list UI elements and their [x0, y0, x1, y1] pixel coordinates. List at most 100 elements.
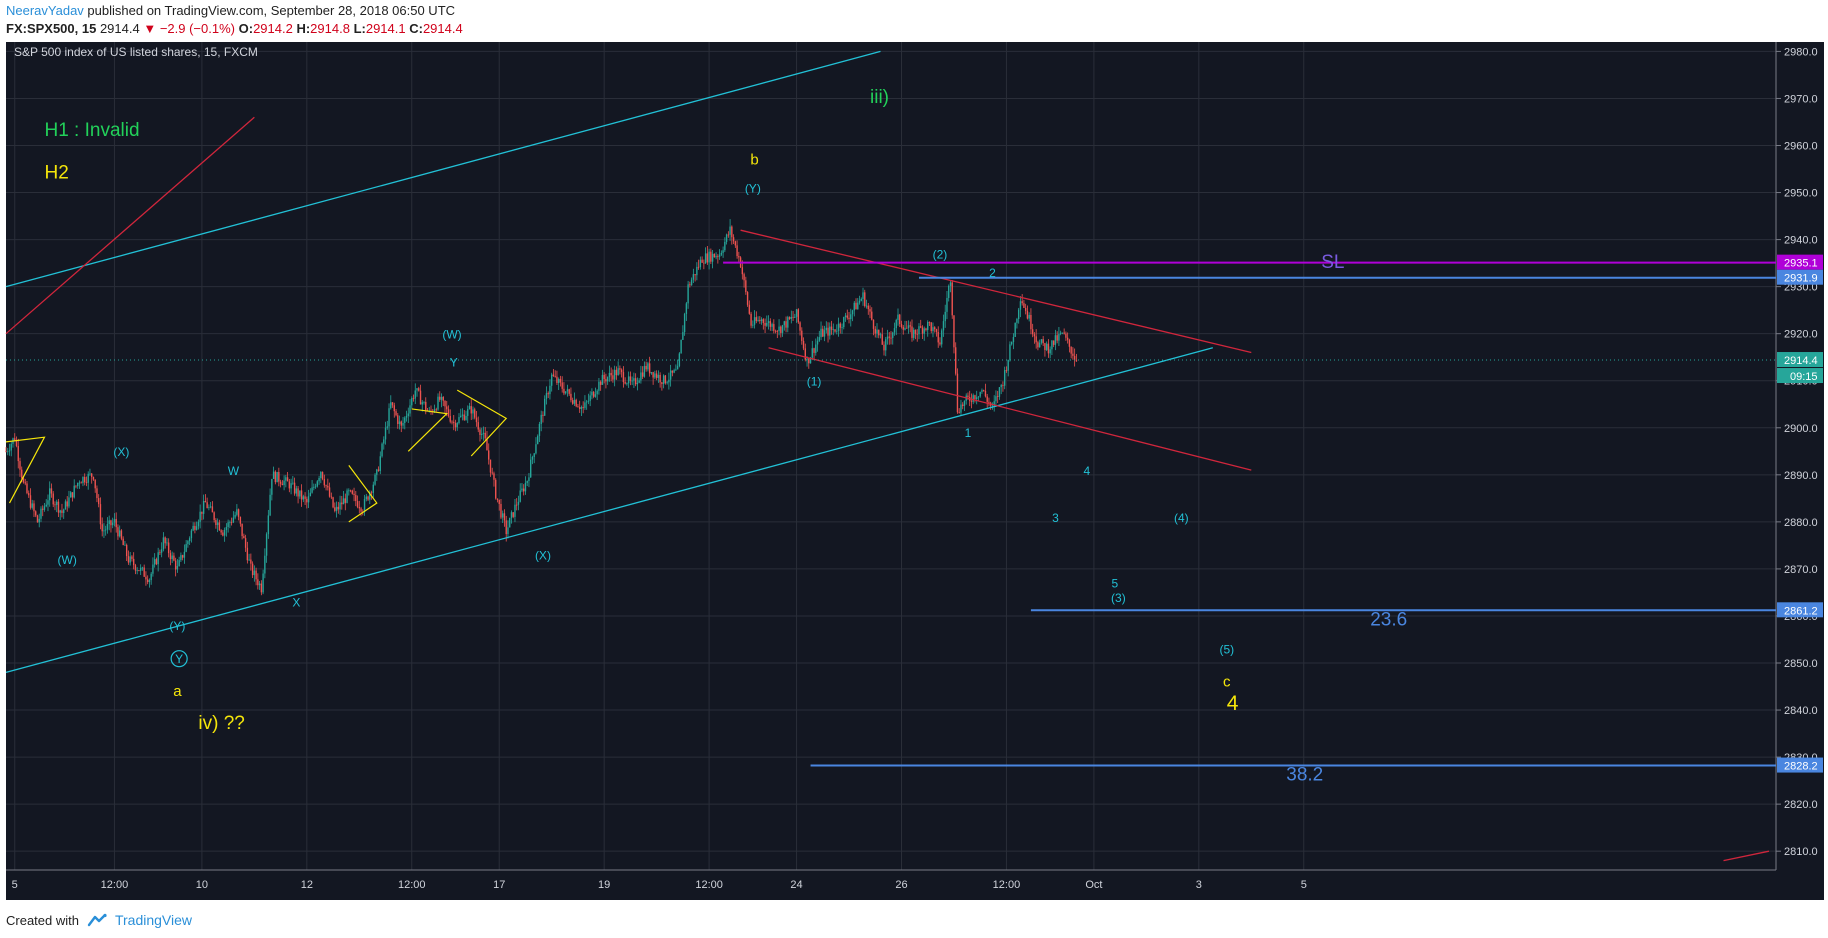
- candle-body: [419, 390, 422, 405]
- candle-body: [412, 398, 415, 399]
- candle-body: [472, 409, 474, 414]
- candle-body: [1030, 314, 1032, 330]
- candle-body: [949, 282, 952, 286]
- candle-body: [542, 414, 544, 416]
- x-tick-label: 26: [895, 879, 907, 891]
- candle-body: [885, 339, 887, 351]
- candle-body: [346, 490, 348, 503]
- wave-label: 38.2: [1286, 765, 1323, 786]
- candle-body: [564, 391, 567, 394]
- candle-body: [141, 567, 144, 569]
- candle-body: [585, 401, 588, 403]
- level-price-label: 2828.2: [1784, 761, 1818, 773]
- candle-body: [696, 266, 698, 276]
- candle-body: [725, 234, 728, 242]
- wave-label: (W): [58, 553, 77, 567]
- candle-body: [132, 558, 135, 566]
- candle-body: [676, 366, 679, 370]
- footer: Created with TradingView: [6, 912, 192, 928]
- candle-body: [543, 398, 546, 416]
- candle-body: [764, 322, 766, 326]
- candle-body: [10, 443, 12, 451]
- tradingview-brand[interactable]: TradingView: [87, 912, 192, 928]
- candle-body: [1038, 342, 1041, 348]
- trend-line: [768, 347, 1252, 471]
- candle-body: [468, 406, 471, 410]
- candle-body: [851, 310, 854, 315]
- candle-body: [1007, 359, 1009, 371]
- candle-body: [337, 506, 340, 510]
- wave-label: (X): [113, 445, 129, 459]
- candle-body: [307, 496, 310, 503]
- candle-body: [610, 372, 612, 376]
- candle-body: [960, 404, 962, 413]
- candle-body: [314, 486, 317, 488]
- candle-body: [832, 329, 834, 331]
- wave-label: b: [750, 151, 758, 168]
- price-chart[interactable]: 2810.02820.02830.02840.02850.02860.02870…: [0, 42, 1828, 900]
- candle-body: [311, 487, 313, 493]
- candle-body: [97, 498, 100, 505]
- y-tick-label: 2820.0: [1784, 799, 1818, 811]
- candle-body: [921, 327, 924, 334]
- candle-body: [694, 274, 696, 276]
- candle-body: [61, 510, 63, 513]
- candle-body: [724, 241, 726, 251]
- candle-body: [1056, 335, 1058, 341]
- candle-body: [377, 469, 380, 471]
- candle-body: [14, 438, 16, 441]
- candle-body: [313, 486, 315, 488]
- candle-body: [557, 378, 560, 383]
- candle-body: [899, 314, 901, 325]
- candle-body: [330, 496, 333, 498]
- created-with-label: Created with: [6, 912, 79, 928]
- candle-body: [982, 390, 985, 391]
- candle-body: [363, 499, 366, 513]
- author-link[interactable]: NeeravYadav: [6, 3, 84, 18]
- candle-body: [138, 570, 140, 571]
- candle-body: [173, 555, 175, 561]
- candle-body: [180, 555, 182, 561]
- candle-body: [276, 472, 278, 483]
- candle-body: [708, 251, 710, 263]
- candle-body: [874, 328, 876, 334]
- wave-label: (X): [535, 549, 551, 563]
- candle-body: [262, 573, 264, 593]
- candle-body: [474, 409, 476, 418]
- candle-body: [391, 402, 394, 406]
- candle-body: [131, 556, 133, 559]
- candle-body: [64, 501, 67, 510]
- candle-body: [297, 488, 299, 497]
- candle-body: [633, 378, 635, 381]
- candle-body: [341, 502, 343, 505]
- candle-body: [878, 329, 880, 336]
- candle-body: [787, 317, 789, 328]
- candle-body: [113, 519, 116, 523]
- candle-body: [446, 406, 448, 410]
- candle-body: [717, 256, 719, 257]
- wave-label: 2: [989, 266, 996, 280]
- wave-label-circle: [170, 650, 188, 668]
- candle-body: [540, 414, 542, 424]
- candle-body: [526, 481, 528, 483]
- candle-body: [463, 414, 465, 420]
- candle-body: [176, 566, 179, 570]
- candle-body: [421, 402, 423, 405]
- candle-body: [402, 423, 404, 426]
- candle-body: [619, 368, 621, 370]
- candle-body: [188, 538, 191, 542]
- candle-body: [110, 520, 112, 526]
- candle-body: [594, 394, 597, 397]
- candle-body: [599, 381, 602, 385]
- candle-body: [115, 519, 117, 528]
- candle-body: [820, 328, 822, 338]
- candle-body: [342, 498, 345, 505]
- wave-pattern-line: [348, 465, 378, 523]
- candle-body: [306, 498, 308, 503]
- candle-body: [286, 477, 289, 482]
- candle-body: [398, 421, 401, 424]
- candle-body: [773, 324, 775, 331]
- chart-area[interactable]: 2810.02820.02830.02840.02850.02860.02870…: [0, 42, 1828, 900]
- candle-body: [502, 513, 504, 518]
- candle-body: [533, 453, 535, 457]
